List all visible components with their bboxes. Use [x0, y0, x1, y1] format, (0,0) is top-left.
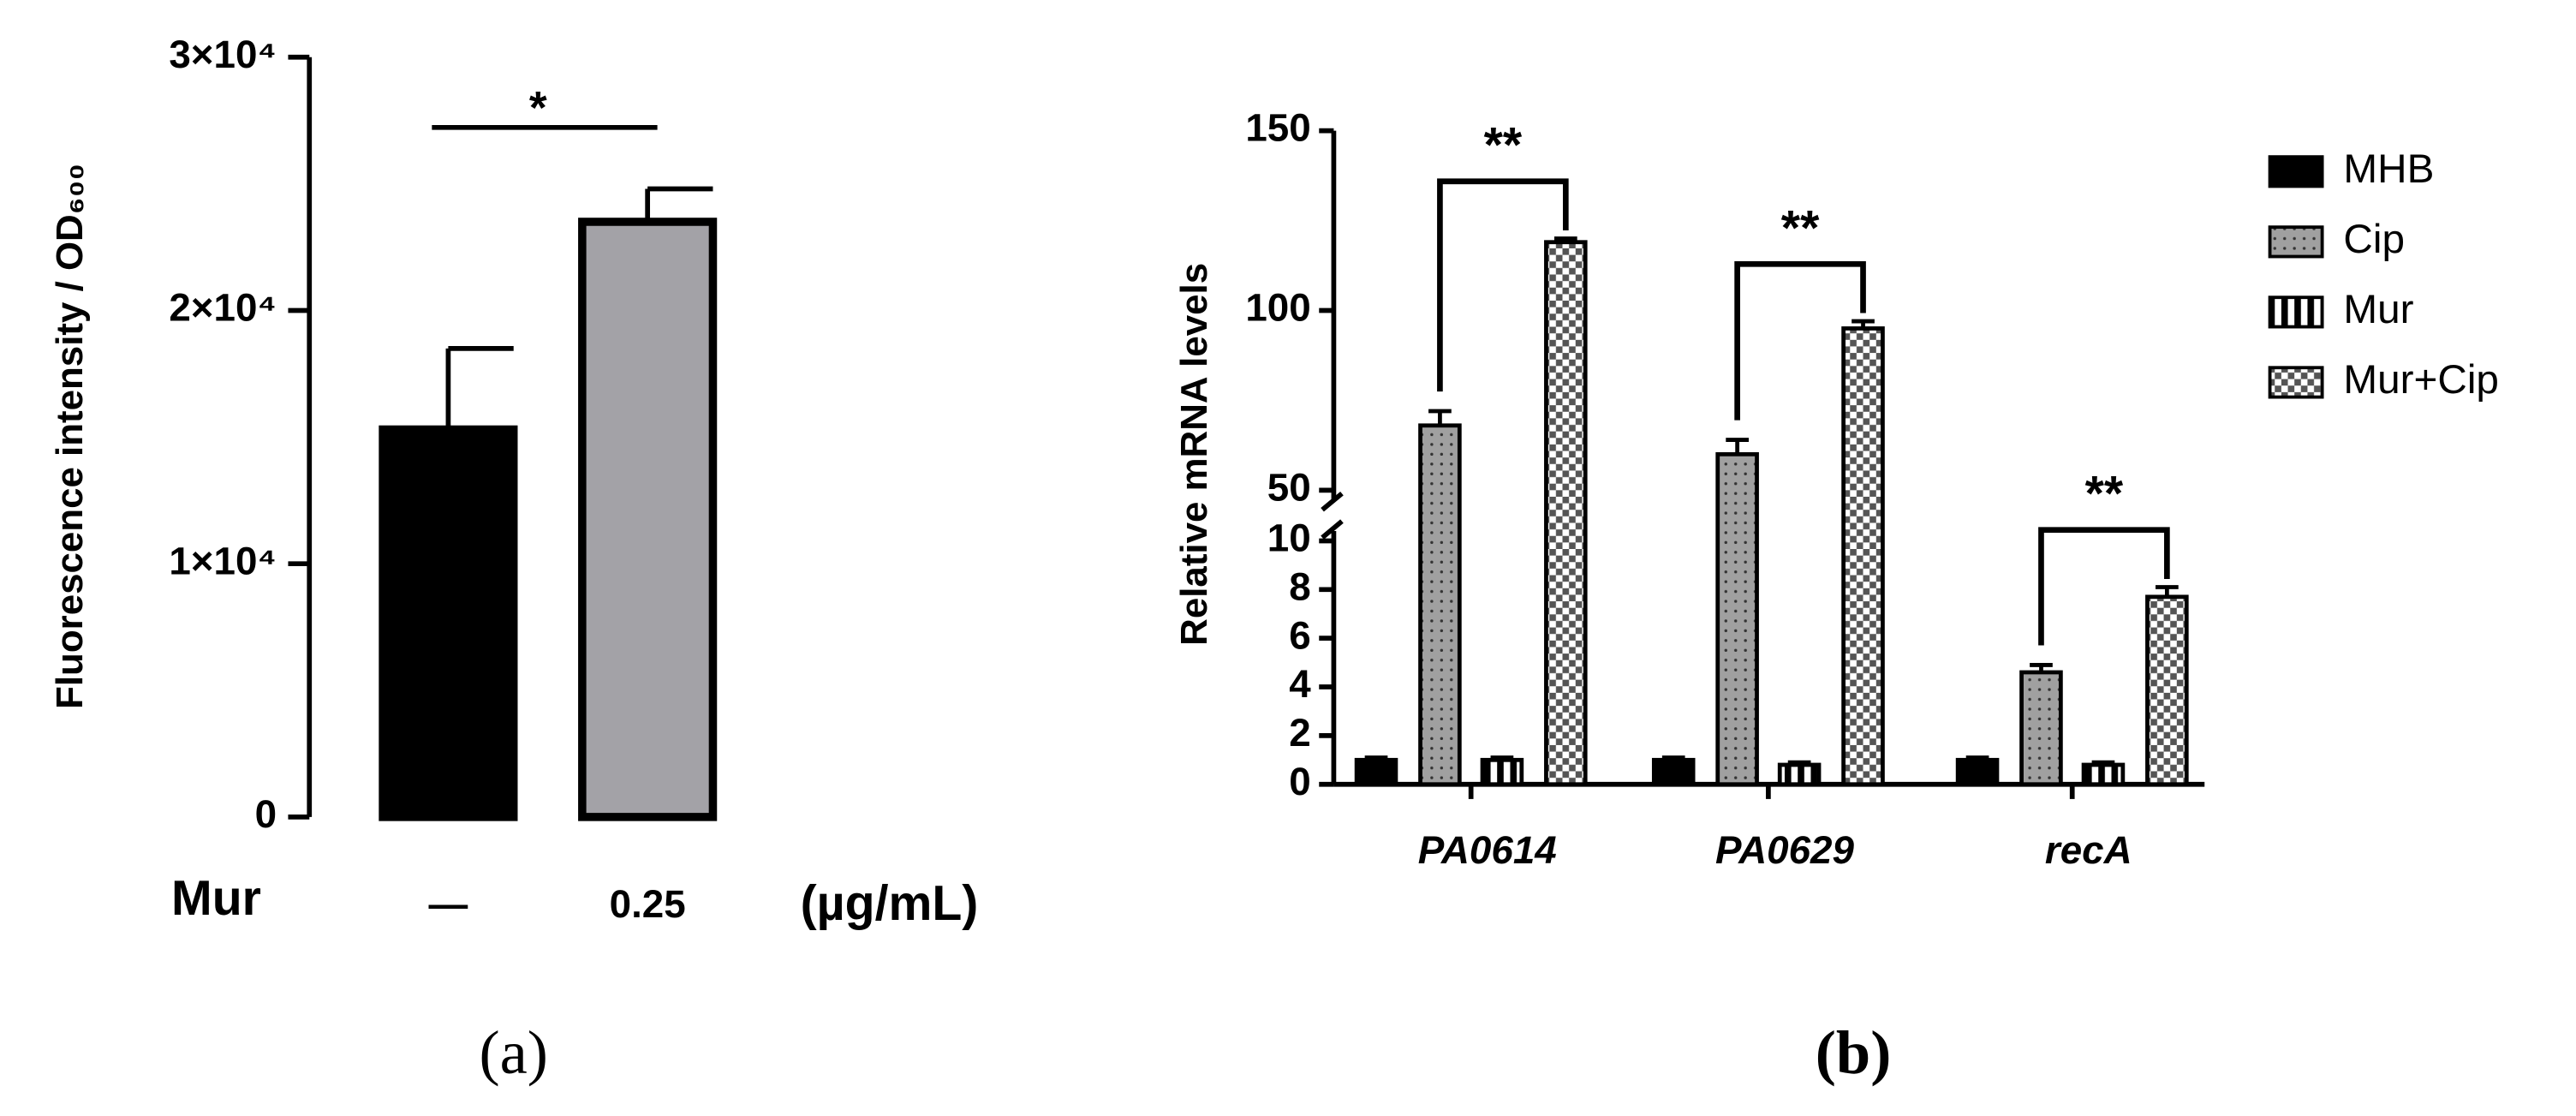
bar: [1418, 423, 1462, 787]
bar: [1777, 762, 1822, 787]
y-label: Fluorescence intensity / OD₆₀₀: [49, 164, 91, 709]
y-tick-label: 4: [1289, 662, 1311, 706]
bar: [2019, 670, 2063, 787]
y-tick-label: 10: [1267, 516, 1311, 560]
bar: [1354, 757, 1398, 787]
x-unit: (µg/mL): [801, 876, 979, 931]
bar: [578, 218, 718, 821]
y-tick-label: 1×10⁴: [169, 539, 277, 582]
bar: [1651, 757, 1696, 787]
y-label: Relative mRNA levels: [1173, 263, 1215, 646]
bar: [1480, 757, 1524, 787]
bar: [2081, 762, 2126, 787]
axis-break: [1321, 491, 1344, 512]
x-tick-label: PA0614: [1418, 828, 1557, 872]
y-tick-label: 2: [1289, 711, 1310, 755]
x-tick-label: recA: [2045, 828, 2132, 872]
x-tick-label: 0.25: [610, 882, 686, 926]
significance-label: **: [2085, 467, 2124, 522]
significance-bracket: [1734, 260, 1866, 421]
bar: [2145, 594, 2189, 787]
bar: [1955, 757, 2000, 787]
panel-label: (a): [479, 1018, 547, 1087]
y-tick-label: 2×10⁴: [169, 286, 277, 330]
legend-label: Cip: [2343, 217, 2405, 262]
legend-swatch: [2268, 295, 2324, 329]
significance-label: **: [1781, 200, 1820, 255]
y-tick-label: 0: [1289, 760, 1310, 803]
y-tick-label: 100: [1245, 286, 1310, 330]
panel-label: (b): [1816, 1018, 1892, 1087]
bar: [1544, 240, 1588, 787]
bar: [379, 425, 518, 821]
legend-swatch: [2268, 225, 2324, 259]
legend-swatch: [2268, 155, 2324, 188]
y-tick-label: 50: [1267, 465, 1311, 509]
bar: [1715, 451, 1759, 787]
x-label: Mur: [171, 871, 261, 926]
legend-label: MHB: [2343, 146, 2434, 192]
legend-label: Mur+Cip: [2343, 357, 2499, 403]
significance-bracket: [1437, 178, 1569, 392]
significance-label: *: [529, 83, 547, 134]
y-tick-label: 6: [1289, 613, 1310, 657]
x-tick-label: PA0629: [1715, 828, 1855, 872]
y-tick-label: 150: [1245, 106, 1310, 150]
y-tick-label: 0: [255, 792, 277, 836]
x-tick-label: —: [429, 882, 468, 926]
bar: [1841, 326, 1885, 787]
y-tick-label: 3×10⁴: [169, 33, 277, 76]
axis-break: [1321, 519, 1344, 540]
y-tick-label: 8: [1289, 564, 1310, 608]
legend-swatch: [2268, 366, 2324, 399]
significance-label: **: [1484, 118, 1523, 173]
significance-bracket: [2038, 527, 2170, 646]
legend-label: Mur: [2343, 287, 2413, 332]
